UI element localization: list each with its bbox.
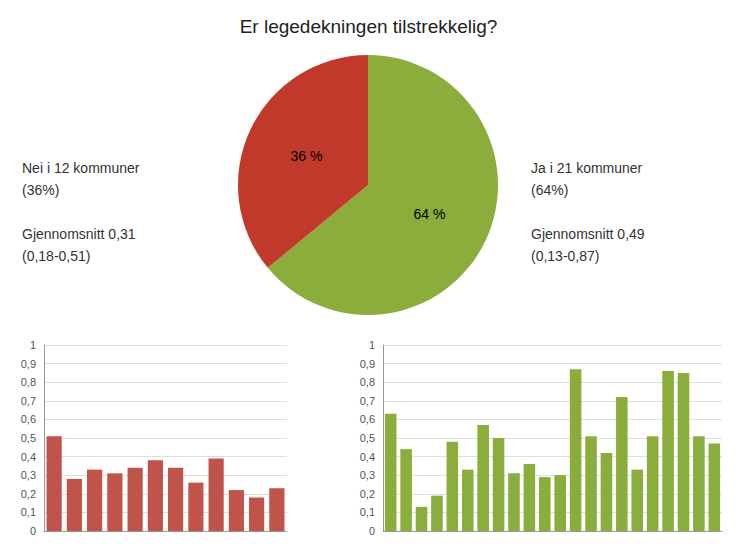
svg-text:0,1: 0,1 [21,506,36,518]
svg-text:0,6: 0,6 [21,413,36,425]
svg-text:36 %: 36 % [291,148,323,164]
svg-text:Gjennomsnitt 0,31: Gjennomsnitt 0,31 [22,226,136,242]
svg-text:0,9: 0,9 [21,358,36,370]
svg-text:0,8: 0,8 [21,376,36,388]
svg-text:Nei i 12 kommuner: Nei i 12 kommuner [22,160,140,176]
svg-text:0,3: 0,3 [360,469,375,481]
svg-text:0,9: 0,9 [360,358,375,370]
svg-text:0,7: 0,7 [21,395,36,407]
svg-text:0,4: 0,4 [21,451,36,463]
svg-text:0,2: 0,2 [360,488,375,500]
svg-text:0,6: 0,6 [360,413,375,425]
svg-text:0: 0 [369,525,375,537]
svg-text:0,1: 0,1 [360,506,375,518]
svg-text:Gjennomsnitt 0,49: Gjennomsnitt 0,49 [531,226,645,242]
svg-text:0: 0 [30,525,36,537]
svg-text:0,5: 0,5 [360,432,375,444]
svg-text:(36%): (36%) [22,182,59,198]
svg-text:Ja i 21 kommuner: Ja i 21 kommuner [531,160,643,176]
svg-text:0,4: 0,4 [360,451,375,463]
svg-text:0,7: 0,7 [360,395,375,407]
svg-text:64 %: 64 % [414,206,446,222]
svg-text:1: 1 [369,339,375,351]
svg-text:(0,18-0,51): (0,18-0,51) [22,248,90,264]
svg-text:Er legedekningen tilstrekkelig: Er legedekningen tilstrekkelig? [240,16,498,37]
svg-text:0,5: 0,5 [21,432,36,444]
svg-text:1: 1 [30,339,36,351]
svg-text:0,2: 0,2 [21,488,36,500]
svg-text:(64%): (64%) [531,182,568,198]
svg-text:(0,13-0,87): (0,13-0,87) [531,248,599,264]
svg-text:0,3: 0,3 [21,469,36,481]
svg-text:0,8: 0,8 [360,376,375,388]
